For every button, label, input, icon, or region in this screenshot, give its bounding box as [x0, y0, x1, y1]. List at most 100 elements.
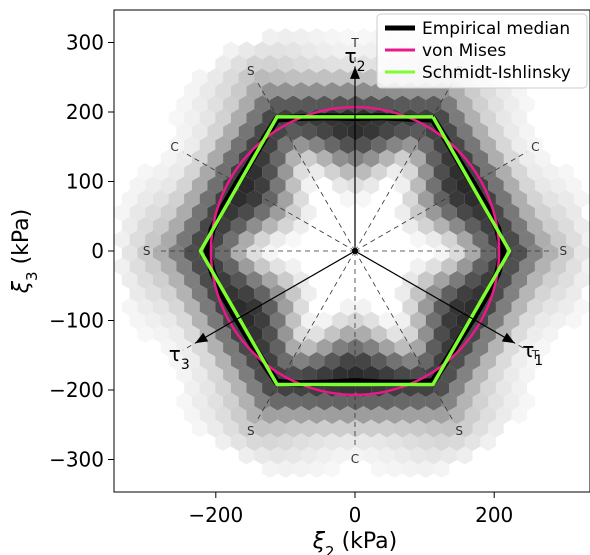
density-cell [285, 149, 302, 168]
reference-line [354, 250, 455, 423]
density-cell [215, 163, 231, 181]
density-cell [176, 149, 192, 168]
density-cell [472, 419, 489, 438]
density-cell [262, 460, 278, 478]
density-cell [534, 176, 551, 195]
density-cell [433, 460, 450, 478]
density-cell [121, 244, 138, 262]
density-cell [488, 149, 504, 168]
density-cell [495, 379, 512, 397]
density-cell [184, 325, 200, 343]
density-cell [456, 392, 473, 411]
density-cell [223, 365, 239, 384]
density-cell [566, 230, 582, 249]
density-cell [433, 190, 450, 208]
density-cell [410, 122, 426, 141]
density-cell [215, 82, 231, 100]
density-cell [340, 325, 356, 343]
density-cell [308, 406, 325, 424]
density-cell [456, 419, 473, 438]
density-cell [347, 338, 364, 357]
density-cell [168, 163, 185, 181]
density-cell [191, 392, 208, 411]
density-cell [386, 433, 403, 451]
density-cell [238, 95, 255, 114]
density-cell [168, 271, 185, 289]
density-cell [238, 446, 255, 465]
density-cell [386, 163, 403, 181]
density-cell [238, 230, 255, 249]
density-cell [316, 392, 333, 411]
density-cell [254, 446, 270, 465]
density-cell [207, 176, 224, 195]
density-cell [386, 460, 403, 478]
density-cell [301, 122, 317, 141]
density-cell [223, 95, 239, 114]
density-cell [550, 311, 567, 330]
density-cell [277, 352, 294, 370]
density-cell [519, 311, 535, 330]
density-cell [332, 338, 348, 357]
density-cell [145, 311, 161, 330]
density-cell [449, 109, 465, 127]
density-cell [316, 149, 333, 168]
density-cell [230, 190, 247, 208]
density-cell [464, 406, 481, 424]
density-cell [121, 190, 138, 208]
density-cell [199, 406, 216, 424]
density-cell [542, 244, 559, 262]
density-cell [527, 271, 543, 289]
density-cell [363, 392, 379, 411]
density-cell [168, 190, 185, 208]
y-tick-label: 0 [91, 239, 104, 263]
density-cell [550, 203, 567, 222]
density-cell [379, 419, 395, 438]
density-cell [230, 244, 247, 262]
density-cell [363, 122, 379, 141]
density-cell [519, 149, 535, 168]
density-cell [246, 82, 263, 100]
density-cell [386, 325, 403, 343]
density-cell [566, 203, 582, 222]
density-cell [441, 230, 457, 249]
direction-label: T [531, 348, 540, 362]
density-cell [301, 68, 317, 87]
density-cell [371, 433, 387, 451]
density-cell [410, 392, 426, 411]
density-cell [285, 257, 302, 276]
density-cell [129, 230, 146, 249]
density-cell [456, 257, 473, 276]
density-cell [566, 257, 582, 276]
density-cell [480, 379, 496, 397]
density-cell [293, 352, 309, 370]
density-cell [402, 352, 418, 370]
density-cell [137, 217, 153, 235]
density-cell [332, 122, 348, 141]
density-cell [230, 433, 247, 451]
density-cell [262, 28, 278, 46]
density-cell [316, 41, 333, 60]
density-cell [176, 122, 192, 141]
x-tick-label: −200 [188, 503, 243, 527]
density-cell [293, 325, 309, 343]
density-cell [503, 203, 520, 222]
density-cell [355, 406, 372, 424]
density-cell [246, 109, 263, 127]
density-cell [402, 298, 418, 316]
density-cell [340, 298, 356, 316]
density-cell [324, 433, 340, 451]
density-cell [129, 257, 146, 276]
density-cell [199, 136, 216, 154]
density-cell [573, 217, 590, 235]
density-cell [488, 392, 504, 411]
density-cell [223, 257, 239, 276]
density-cell [230, 55, 247, 73]
density-cell [191, 95, 208, 114]
density-cell [207, 149, 224, 168]
density-cell [464, 109, 481, 127]
density-cell [191, 149, 208, 168]
density-cell [347, 392, 364, 411]
density-cell [137, 244, 153, 262]
density-cell [308, 352, 325, 370]
